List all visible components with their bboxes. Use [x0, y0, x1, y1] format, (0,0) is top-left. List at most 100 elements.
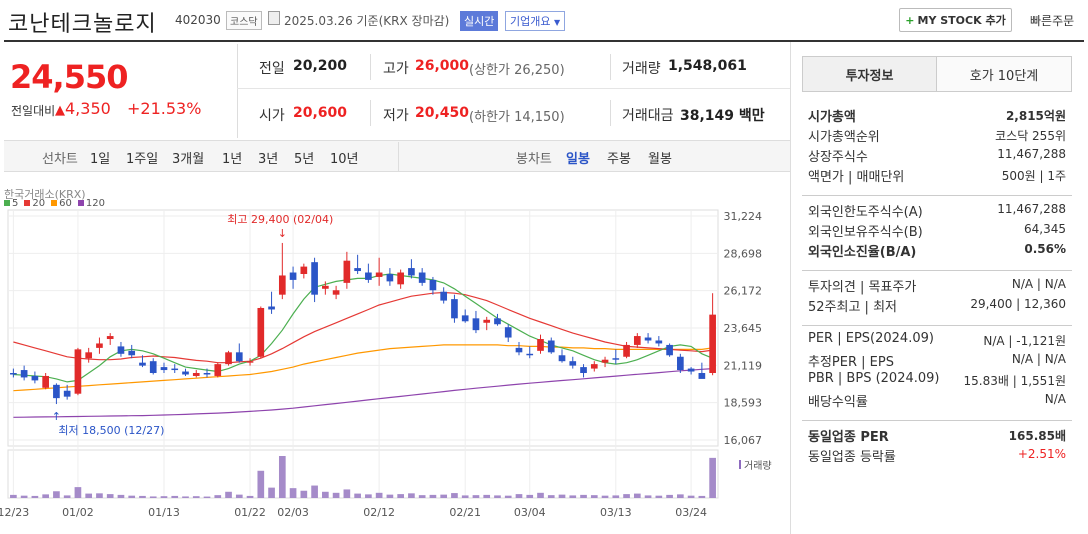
quote-col-divider-4 — [610, 100, 611, 126]
volume-bar — [633, 493, 641, 498]
candle-body — [171, 368, 179, 371]
period-0[interactable]: 1일 — [90, 152, 111, 167]
volume-bar — [386, 494, 394, 498]
candle-body — [408, 268, 415, 276]
live-badge[interactable]: 실시간 — [460, 11, 499, 31]
candle-body — [580, 367, 587, 374]
candle-body — [246, 361, 254, 363]
max-arrow-icon: ↓ — [278, 227, 287, 240]
candle-body — [655, 340, 663, 344]
candle-body — [278, 275, 286, 295]
volume-bar — [192, 496, 200, 498]
ma-line-ma120 — [13, 368, 713, 418]
legend-swatch — [24, 200, 31, 206]
info-label: 외국인소진율(B/A) — [808, 245, 917, 260]
info-label: 동일업종 PER — [808, 430, 889, 445]
candle-body — [149, 361, 157, 374]
tab-order-book[interactable]: 호가 10단계 — [936, 56, 1072, 92]
amount-label: 거래대금 — [622, 108, 674, 124]
change-label: 전일대비 — [11, 104, 56, 118]
volume-bar — [504, 495, 512, 498]
low-label: 저가 — [383, 108, 409, 124]
ma-line-ma20 — [13, 291, 713, 364]
mystock-add-button[interactable]: + MY STOCK 추가 — [899, 8, 1012, 32]
volume-bar — [515, 494, 523, 498]
legend-label: 60 — [59, 198, 72, 209]
candle-body — [440, 291, 448, 301]
quick-order-button[interactable]: 빠른주문 — [1030, 14, 1075, 28]
volume-bar — [203, 496, 211, 498]
y-tick-label: 16,067 — [724, 434, 763, 447]
candle-body — [74, 349, 82, 394]
info-value: 11,467,288 — [997, 147, 1066, 161]
tab-investment-info[interactable]: 투자정보 — [802, 56, 937, 92]
info-value: N/A | N/A — [1011, 277, 1066, 291]
candle-body — [698, 373, 706, 379]
legend-swatch — [51, 200, 58, 206]
candle-body — [343, 260, 351, 283]
volume-bar — [655, 495, 663, 498]
candle-body — [677, 356, 684, 371]
lower-limit: (하한가 14,150) — [469, 110, 565, 125]
volume-bar — [63, 495, 71, 498]
period-5[interactable]: 5년 — [294, 152, 315, 167]
volume-bar — [354, 493, 361, 498]
candle-body — [612, 358, 620, 360]
candle-body — [128, 350, 136, 356]
quote-col-divider-2 — [370, 100, 371, 126]
amount-value: 38,149 백만 — [680, 105, 765, 125]
candle-body — [386, 273, 394, 282]
x-tick-label: 02/12 — [363, 506, 395, 519]
period-3[interactable]: 1년 — [222, 152, 243, 167]
candle-body — [451, 299, 458, 319]
candle-body — [375, 272, 383, 277]
period-2[interactable]: 3개월 — [172, 152, 205, 167]
candle-body — [42, 375, 49, 388]
candle-period-2[interactable]: 월봉 — [648, 152, 672, 167]
open-value: 20,600 — [293, 105, 348, 121]
legend-label: 5 — [12, 198, 19, 209]
y-tick-label: 28,698 — [724, 247, 763, 260]
period-1[interactable]: 1주일 — [126, 152, 159, 167]
candle-body — [633, 336, 641, 345]
candle-body — [483, 319, 491, 323]
volume-bar — [494, 495, 501, 498]
volume-bar — [322, 491, 329, 498]
main-divider — [790, 42, 791, 534]
volume-bar — [149, 496, 157, 498]
date-text: 2025.03.26 기준(KRX 장마감) — [284, 14, 450, 28]
open-label: 시가 — [259, 108, 285, 124]
candle-body — [590, 364, 598, 369]
candle-body — [139, 362, 146, 366]
candle-period-group: 일봉 주봉 월봉 — [566, 148, 689, 167]
candle-body — [10, 373, 17, 375]
max-annotation: 최고 29,400 (02/04) — [227, 213, 333, 226]
info-label: 외국인보유주식수(B) — [808, 225, 923, 240]
candle-body — [203, 373, 211, 375]
x-tick-label: 01/22 — [234, 506, 266, 519]
volume-bar — [526, 494, 534, 498]
candle-period-0[interactable]: 일봉 — [566, 152, 590, 167]
corp-overview-dropdown[interactable]: 기업개요 ▼ — [505, 11, 566, 31]
prev-close-label: 전일 — [259, 61, 285, 77]
change-percent: +21.53% — [127, 99, 202, 118]
candle-body — [20, 370, 28, 378]
investment-info-panel: 투자정보 호가 10단계 시가총액 2,815억원 시가총액순위 코스닥 255위 상장… — [802, 56, 1072, 496]
volume-legend-swatch — [739, 460, 741, 469]
volume-bar — [547, 495, 555, 498]
current-price: 24,550 — [10, 58, 128, 96]
candle-body — [666, 344, 673, 356]
info-value: +2.51% — [1017, 447, 1066, 461]
stock-name: 코난테크놀로지 — [8, 12, 157, 37]
candle-period-1[interactable]: 주봉 — [607, 152, 631, 167]
low-value: 20,450 — [415, 105, 470, 121]
ma-line-ma5 — [13, 273, 713, 383]
volume-bar — [590, 495, 598, 498]
candlestick-chart[interactable]: 31,224 28,698 26,172 23,645 21,119 18,593 16,0… — [0, 200, 790, 534]
change-value-text: 4,350 — [65, 99, 111, 118]
candle-body — [268, 306, 275, 310]
candle-body — [461, 315, 469, 322]
period-4[interactable]: 3년 — [258, 152, 279, 167]
quote-col-divider-3 — [610, 54, 611, 80]
period-6[interactable]: 10년 — [330, 152, 359, 167]
